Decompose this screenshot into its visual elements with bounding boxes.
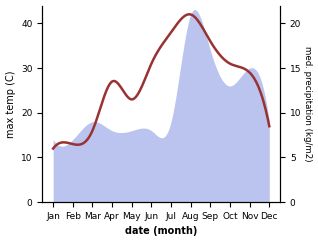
X-axis label: date (month): date (month) (125, 227, 197, 236)
Y-axis label: max temp (C): max temp (C) (5, 70, 16, 138)
Y-axis label: med. precipitation (kg/m2): med. precipitation (kg/m2) (303, 46, 313, 162)
